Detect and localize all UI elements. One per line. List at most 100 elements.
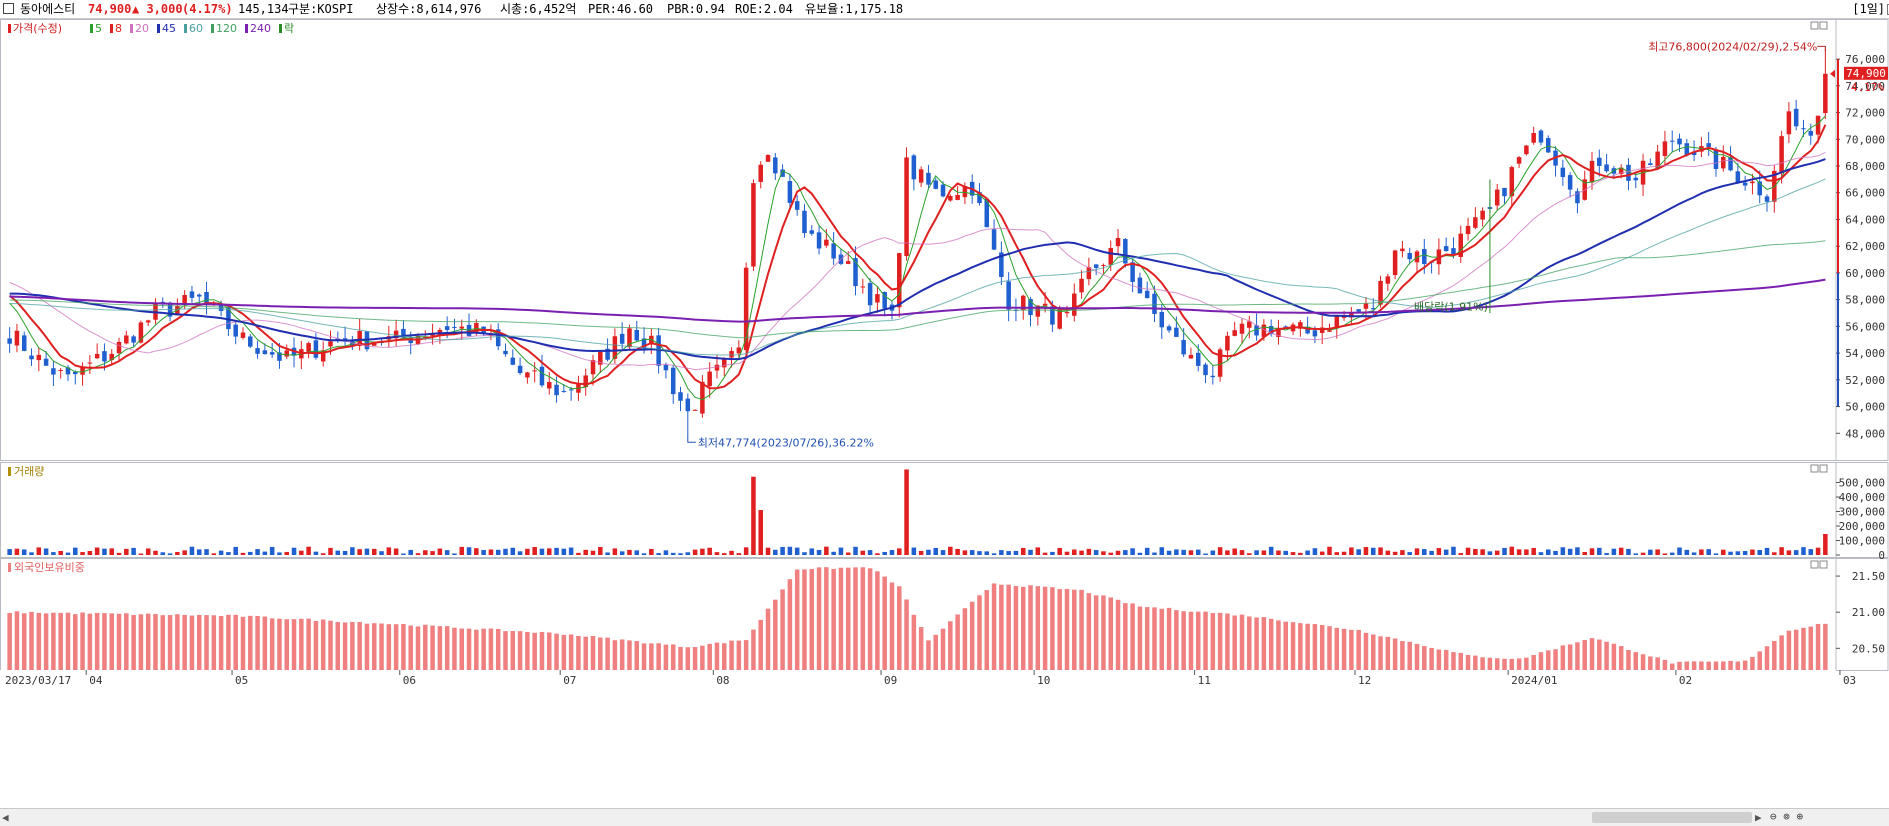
candle-body — [1072, 293, 1077, 316]
foreign-ratio-bar — [87, 613, 93, 670]
foreign-ratio-bar — [1626, 649, 1631, 670]
price-y-tick-label: 74,000 — [1845, 80, 1885, 93]
volume-bar — [1188, 550, 1194, 555]
foreign-ratio-bar — [1115, 599, 1121, 670]
foreign-ratio-bar — [1130, 603, 1135, 670]
volume-bar — [189, 546, 195, 555]
foreign-ratio-bar — [1283, 621, 1289, 670]
foreign-legend-label: 외국인보유비중 — [14, 561, 85, 574]
scrollbar-thumb[interactable] — [1592, 812, 1752, 823]
candle-body — [1349, 313, 1354, 318]
foreign-ratio-bar — [211, 615, 217, 670]
foreign-ratio-bar — [1633, 652, 1639, 670]
price-pointer-icon — [1830, 69, 1835, 78]
foreign-ratio-bar — [408, 625, 413, 670]
volume-bar — [1108, 552, 1113, 555]
candle-body — [1239, 323, 1245, 334]
foreign-ratio-bar — [1669, 663, 1675, 670]
candle-body — [911, 155, 917, 180]
candle-body — [474, 323, 479, 333]
candle-body — [1648, 163, 1653, 165]
zoom-controls[interactable]: ⊖ ⊚ ⊕ — [1770, 810, 1803, 823]
volume-bar — [1451, 546, 1456, 555]
chart-scrollbar[interactable]: ◀ ▶ ⊖ ⊚ ⊕ — [0, 808, 1889, 826]
zoom-out-icon[interactable]: ⊖ — [1770, 810, 1777, 823]
candle-body — [948, 195, 953, 201]
volume-bar — [1458, 553, 1464, 555]
candle-body — [87, 362, 93, 364]
x-tick-label: 12 — [1358, 674, 1371, 687]
volume-bar — [503, 548, 508, 555]
scroll-left-icon[interactable]: ◀ — [2, 811, 9, 824]
volume-bar — [1057, 547, 1062, 555]
candle-body — [1531, 132, 1536, 143]
candle-body — [845, 261, 851, 264]
foreign-ratio-bar — [1392, 638, 1398, 670]
volume-bar — [794, 547, 800, 555]
foreign-ratio-bar — [474, 629, 479, 670]
volume-bar — [831, 551, 836, 555]
volume-bar — [233, 546, 238, 555]
candle-body — [1480, 210, 1485, 220]
zoom-reset-icon[interactable]: ⊚ — [1783, 810, 1790, 823]
volume-bar — [605, 552, 610, 555]
foreign-ratio-bar — [576, 635, 581, 670]
volume-bar — [911, 547, 917, 555]
scroll-right-icon[interactable]: ▶ — [1755, 811, 1762, 824]
foreign-ratio-bar — [1261, 617, 1267, 670]
volume-bar — [1473, 548, 1478, 555]
x-tick-label: 11 — [1198, 674, 1211, 687]
foreign-ratio-bar — [1232, 615, 1237, 670]
foreign-ratio-bar — [1480, 657, 1485, 670]
foreign-ratio-bar — [1772, 640, 1777, 670]
foreign-ratio-bar — [94, 612, 100, 670]
ma-legend-marker — [110, 24, 113, 33]
period-selector[interactable]: [1일] — [1852, 2, 1885, 16]
candle-body — [284, 350, 290, 357]
volume-bar — [131, 547, 136, 555]
volume-bar — [1407, 552, 1412, 555]
stock-name[interactable]: 동아에스티 — [20, 2, 76, 16]
volume-bar — [248, 551, 253, 555]
candle-body — [226, 306, 231, 330]
foreign-ratio-bar — [1451, 652, 1456, 670]
pbr-value: PBR:0.94 — [667, 2, 725, 16]
foreign-ratio-bar — [1378, 636, 1383, 670]
price-y-tick-label: 70,000 — [1845, 133, 1885, 146]
volume-bar — [1429, 550, 1434, 555]
foreign-ratio-bar — [1093, 595, 1099, 670]
volume-bar — [371, 548, 377, 555]
candle-body — [495, 329, 501, 347]
foreign-legend-marker — [8, 563, 11, 572]
foreign-ratio-bar — [751, 629, 756, 670]
foreign-ratio-bar — [1473, 655, 1478, 670]
candle-body — [933, 180, 938, 189]
candle-body — [102, 351, 107, 362]
candle-body — [991, 229, 997, 250]
volume-bar — [1721, 549, 1726, 555]
candle-body — [73, 371, 78, 375]
volume-bar — [1575, 547, 1580, 555]
candle-body — [1020, 295, 1026, 310]
volume-bar — [94, 547, 100, 555]
candle-body — [1779, 136, 1784, 174]
candle-body — [1232, 330, 1237, 336]
volume-bar — [1013, 550, 1019, 555]
candle-body — [977, 192, 982, 204]
foreign-ratio-bar — [999, 584, 1004, 670]
volume-bar — [14, 548, 20, 555]
market-cap: 시총:6,452억 — [500, 2, 577, 16]
zoom-in-icon[interactable]: ⊕ — [1796, 810, 1804, 823]
foreign-ratio-bar — [437, 626, 443, 670]
foreign-ratio-bar — [248, 615, 253, 670]
volume-bar — [853, 546, 858, 555]
foreign-ratio-bar — [488, 628, 494, 670]
foreign-ratio-bar — [1247, 616, 1252, 670]
candle-body — [1597, 157, 1602, 166]
stock-chart[interactable]: 48,000 50,000 52,000 54,000 56,000 58,000 60,0… — [0, 19, 1889, 808]
volume-bar — [481, 549, 486, 555]
menu-checkbox-icon[interactable] — [3, 3, 14, 14]
candle-body — [1538, 130, 1544, 143]
volume-bar — [1706, 549, 1711, 555]
candle-body — [1123, 239, 1128, 264]
